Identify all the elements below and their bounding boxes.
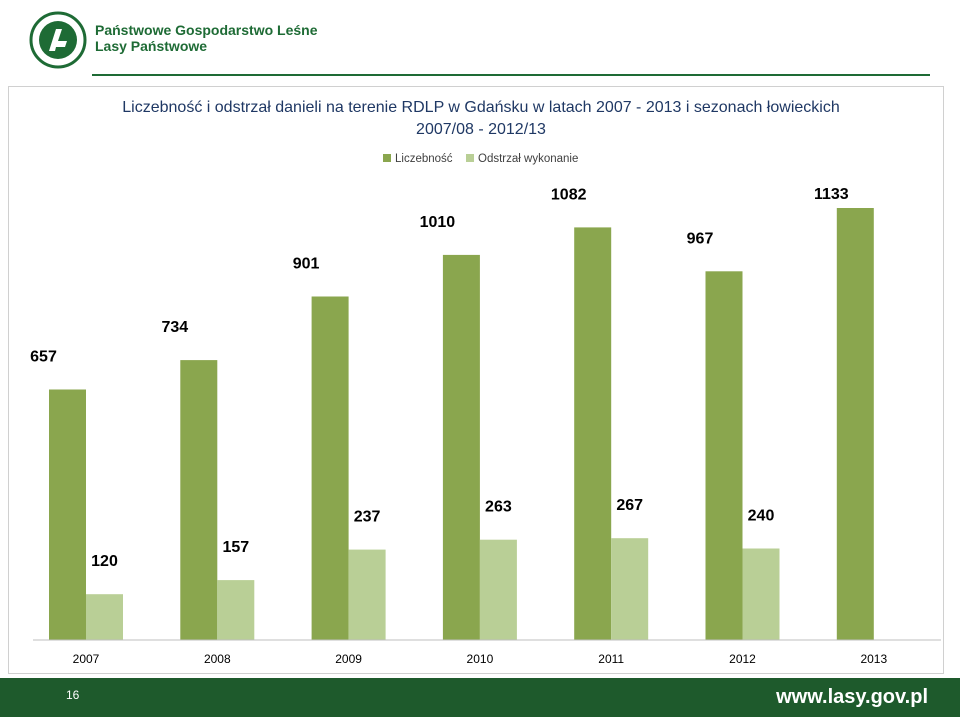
website-link[interactable]: www.lasy.gov.pl xyxy=(776,686,928,708)
header-divider xyxy=(92,74,930,76)
bar-liczebnosc-2007 xyxy=(49,389,86,640)
x-tick-2010: 2010 xyxy=(467,652,494,666)
data-label-odstrzal-2008: 157 xyxy=(222,539,249,556)
x-tick-2009: 2009 xyxy=(335,652,362,666)
bar-odstrzal-2008 xyxy=(217,580,255,640)
bar-chart: Liczebność i odstrzał danieli na terenie… xyxy=(30,99,941,666)
data-label-liczebnosc-2007: 657 xyxy=(30,349,57,366)
bars-group: 657 120 2007 734 157 2008 901 237 2009 1010 263 201… xyxy=(30,186,887,666)
data-label-odstrzal-2010: 263 xyxy=(485,499,512,516)
data-label-liczebnosc-2009: 901 xyxy=(293,256,320,273)
chart-frame: Liczebność i odstrzał danieli na terenie… xyxy=(8,86,944,674)
lasy-panstwowe-logo-icon xyxy=(29,11,87,69)
bar-odstrzal-2012 xyxy=(742,548,780,640)
data-label-odstrzal-2012: 240 xyxy=(748,508,775,525)
x-tick-2011: 2011 xyxy=(598,652,624,666)
data-label-liczebnosc-2008: 734 xyxy=(161,319,188,336)
chart-title-line2: 2007/08 - 2012/13 xyxy=(416,121,546,138)
data-label-odstrzal-2007: 120 xyxy=(91,553,118,570)
legend-swatch-odstrzal xyxy=(466,154,474,162)
organization-name-line1: Państwowe Gospodarstwo Leśne xyxy=(95,22,318,38)
legend-label-liczebnosc: Liczebność xyxy=(395,153,453,165)
bar-odstrzal-2007 xyxy=(86,594,123,640)
chart-title-line1: Liczebność i odstrzał danieli na terenie… xyxy=(122,99,839,116)
data-label-liczebnosc-2010: 1010 xyxy=(420,214,456,231)
bar-liczebnosc-2013 xyxy=(836,208,874,640)
organization-name: Państwowe Gospodarstwo Leśne Lasy Państw… xyxy=(95,22,318,54)
data-label-liczebnosc-2013: 1133 xyxy=(814,186,849,203)
page-footer xyxy=(0,678,960,717)
bar-liczebnosc-2010 xyxy=(442,254,480,640)
legend-swatch-liczebnosc xyxy=(383,154,391,162)
data-label-liczebnosc-2012: 967 xyxy=(687,230,714,247)
page-number: 16 xyxy=(66,688,80,702)
bar-liczebnosc-2011 xyxy=(574,227,612,640)
page-header: Państwowe Gospodarstwo Leśne Lasy Państw… xyxy=(0,0,960,78)
organization-name-line2: Lasy Państwowe xyxy=(95,38,208,54)
bar-liczebnosc-2009 xyxy=(311,296,349,640)
x-tick-2008: 2008 xyxy=(204,652,231,666)
x-tick-2013: 2013 xyxy=(860,652,887,666)
x-tick-2012: 2012 xyxy=(729,652,756,666)
data-label-liczebnosc-2011: 1082 xyxy=(551,186,587,203)
bar-liczebnosc-2012 xyxy=(705,271,743,640)
bar-odstrzal-2011 xyxy=(611,538,649,640)
x-tick-2007: 2007 xyxy=(73,652,100,666)
legend-label-odstrzal: Odstrzał wykonanie xyxy=(478,153,578,165)
bar-odstrzal-2010 xyxy=(479,539,517,640)
bar-odstrzal-2009 xyxy=(348,549,386,640)
data-label-odstrzal-2011: 267 xyxy=(616,497,643,514)
data-label-odstrzal-2009: 237 xyxy=(354,509,381,526)
bar-liczebnosc-2008 xyxy=(180,360,218,640)
